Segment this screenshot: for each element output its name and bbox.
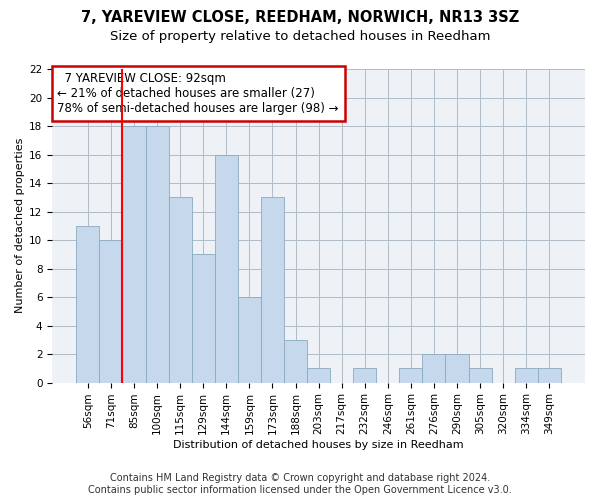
Text: 7, YAREVIEW CLOSE, REEDHAM, NORWICH, NR13 3SZ: 7, YAREVIEW CLOSE, REEDHAM, NORWICH, NR1… [81, 10, 519, 25]
Text: Contains HM Land Registry data © Crown copyright and database right 2024.
Contai: Contains HM Land Registry data © Crown c… [88, 474, 512, 495]
Bar [122, 126, 146, 382]
Bar [307, 368, 330, 382]
Bar [538, 368, 561, 382]
Bar [215, 154, 238, 382]
Text: 7 YAREVIEW CLOSE: 92sqm  
← 21% of detached houses are smaller (27)
78% of semi-: 7 YAREVIEW CLOSE: 92sqm ← 21% of detache… [58, 72, 339, 115]
Bar [146, 126, 169, 382]
Bar [191, 254, 215, 382]
Bar [400, 368, 422, 382]
Y-axis label: Number of detached properties: Number of detached properties [15, 138, 25, 314]
Bar [515, 368, 538, 382]
Bar [169, 198, 191, 382]
Text: Size of property relative to detached houses in Reedham: Size of property relative to detached ho… [110, 30, 490, 43]
Bar [445, 354, 469, 382]
Bar [353, 368, 376, 382]
Bar [469, 368, 491, 382]
Bar [76, 226, 100, 382]
Bar [261, 198, 284, 382]
Bar [100, 240, 122, 382]
Bar [422, 354, 445, 382]
Bar [284, 340, 307, 382]
X-axis label: Distribution of detached houses by size in Reedham: Distribution of detached houses by size … [173, 440, 464, 450]
Bar [238, 297, 261, 382]
